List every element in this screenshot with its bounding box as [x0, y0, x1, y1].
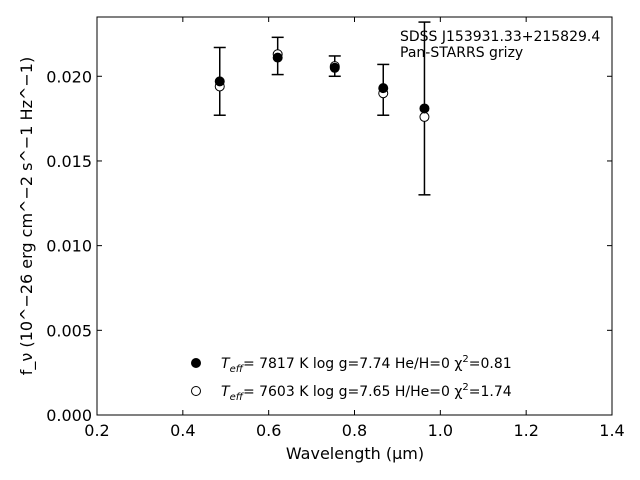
model-point-filled — [272, 52, 283, 63]
y-tick-label: 0.000 — [46, 406, 92, 425]
legend-label-1: Teff= 7817 K log g=7.74 He/H=0 χ2=0.81 — [221, 354, 512, 375]
x-tick-label: 0.6 — [256, 421, 281, 440]
y-tick-label: 0.005 — [46, 321, 92, 340]
y-tick-label: 0.010 — [46, 237, 92, 256]
data-markers — [214, 49, 430, 122]
y-tick-label: 0.015 — [46, 152, 92, 171]
x-tick-label: 1.2 — [513, 421, 538, 440]
y-tick-label: 0.020 — [46, 67, 92, 86]
annotation-object-name: SDSS J153931.33+215829.4 — [400, 29, 600, 45]
model-point-filled — [419, 103, 430, 114]
model-point-filled — [378, 83, 389, 94]
x-tick-label: 1.0 — [428, 421, 453, 440]
model-point-filled — [214, 76, 225, 87]
legend: Teff= 7817 K log g=7.74 He/H=0 χ2=0.81 T… — [191, 354, 512, 403]
model-point-filled — [329, 62, 340, 73]
y-axis-title: f_ν (10^−26 erg cm^−2 s^−1 Hz^−1) — [17, 57, 37, 375]
x-tick-label: 1.4 — [599, 421, 624, 440]
axis-ticks: 0.2 0.4 0.6 0.8 1.0 1.2 1.4 0.000 0.005 0.010 0.01… — [46, 17, 625, 440]
x-tick-label: 0.2 — [84, 421, 109, 440]
model-point-open — [419, 111, 430, 122]
annotation-survey: Pan-STARRS grizy — [400, 45, 523, 61]
error-bars — [213, 21, 431, 196]
x-tick-label: 0.4 — [170, 421, 195, 440]
x-tick-label: 0.8 — [342, 421, 367, 440]
legend-marker-open — [191, 386, 201, 396]
legend-label-2: Teff= 7603 K log g=7.65 H/He=0 χ2=1.74 — [221, 382, 512, 403]
x-axis-title: Wavelength (μm) — [286, 444, 424, 463]
legend-marker-filled — [191, 358, 201, 368]
